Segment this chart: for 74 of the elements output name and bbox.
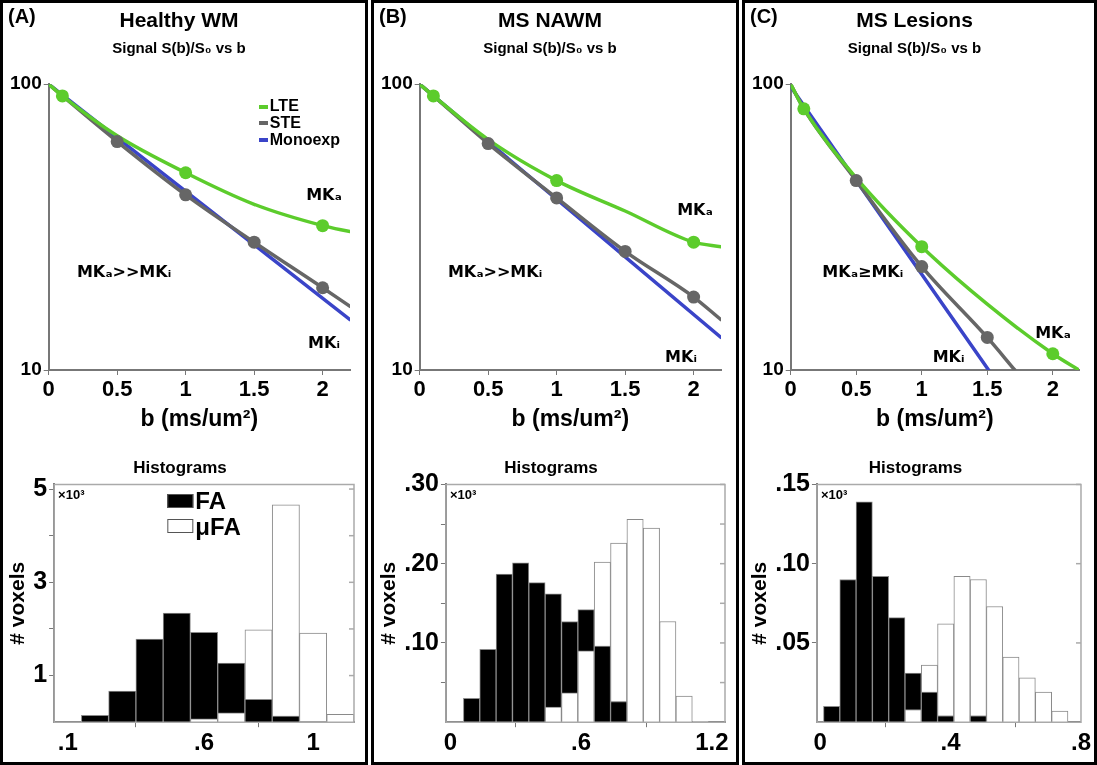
chart-title: Healthy WM bbox=[119, 8, 239, 32]
y-tick-label: 5 bbox=[33, 472, 48, 501]
annotation: ×10³ bbox=[449, 487, 478, 503]
y-tick-label: .15 bbox=[775, 468, 811, 497]
y-axis-title: # voxels bbox=[376, 561, 400, 645]
y-axis-title: # voxels bbox=[5, 561, 29, 645]
x-tick-label: .8 bbox=[1070, 728, 1091, 756]
x-tick-label: 0.5 bbox=[472, 376, 504, 402]
annotation: MKₐ bbox=[306, 184, 342, 204]
x-tick-label: .6 bbox=[571, 728, 592, 756]
y-tick-label: 100 bbox=[752, 72, 784, 94]
x-tick-label: 1.2 bbox=[695, 728, 729, 756]
chart-subtitle: Signal S(b)/S₀ vs b bbox=[112, 39, 246, 57]
series-label: μFA bbox=[195, 512, 241, 540]
chart-title: Histograms bbox=[133, 457, 227, 477]
x-tick-label: 1.5 bbox=[971, 376, 1003, 402]
chart-subtitle: Signal S(b)/S₀ vs b bbox=[847, 39, 982, 57]
legend-label: Monoexp bbox=[269, 130, 340, 149]
y-tick-label: 100 bbox=[10, 72, 42, 94]
x-tick-label: 0 bbox=[784, 376, 797, 402]
y-tick-label: 1 bbox=[33, 659, 48, 688]
annotation: ×10³ bbox=[820, 487, 849, 503]
x-tick-label: 2 bbox=[316, 376, 329, 402]
x-axis-title: b (ms/um²) bbox=[511, 404, 630, 431]
x-tick-label: 1 bbox=[306, 728, 320, 756]
x-tick-label: 1 bbox=[915, 376, 928, 402]
x-tick-label: 0 bbox=[443, 728, 457, 756]
y-tick-label: 100 bbox=[381, 72, 413, 94]
x-tick-label: 0 bbox=[42, 376, 55, 402]
annotation: MKₐ bbox=[1035, 323, 1071, 343]
x-tick-label: .4 bbox=[940, 728, 962, 756]
annotation: MKₐ>>MKᵢ bbox=[76, 261, 172, 281]
annotation: MKᵢ bbox=[308, 332, 340, 352]
x-axis-title: b (ms/um²) bbox=[876, 404, 994, 431]
x-axis-title: b (ms/um²) bbox=[140, 404, 259, 431]
y-tick-label: 10 bbox=[20, 358, 42, 380]
y-tick-label: .10 bbox=[404, 626, 439, 655]
chart-title: Histograms bbox=[868, 457, 963, 477]
chart-title: Histograms bbox=[504, 457, 598, 477]
x-tick-label: 1.5 bbox=[238, 376, 270, 402]
x-tick-label: 1 bbox=[179, 376, 192, 402]
x-tick-label: .6 bbox=[194, 728, 215, 756]
legend-label: STE bbox=[269, 113, 301, 132]
y-tick-label: 3 bbox=[33, 566, 48, 595]
y-axis-title: # voxels bbox=[747, 561, 771, 645]
annotation: MKₐ>>MKᵢ bbox=[447, 261, 543, 281]
chart-title: MS Lesions bbox=[856, 8, 973, 32]
annotation: MKₐ≥MKᵢ bbox=[822, 261, 904, 281]
x-tick-label: .1 bbox=[57, 728, 78, 756]
y-tick-label: .10 bbox=[775, 547, 810, 576]
chart-title: MS NAWM bbox=[498, 8, 602, 32]
x-tick-label: 0.5 bbox=[101, 376, 133, 402]
x-tick-label: 0 bbox=[813, 728, 827, 756]
text: (B) bbox=[379, 4, 407, 27]
x-tick-label: 1 bbox=[550, 376, 563, 402]
annotation: MKᵢ bbox=[665, 347, 697, 367]
annotation: MKᵢ bbox=[932, 347, 965, 367]
y-tick-label: 10 bbox=[391, 358, 413, 380]
annotation: ×10³ bbox=[58, 487, 86, 503]
y-tick-label: .20 bbox=[404, 547, 439, 576]
x-tick-label: 2 bbox=[687, 376, 700, 402]
y-tick-label: .30 bbox=[404, 468, 439, 497]
legend-label: FA bbox=[195, 487, 227, 515]
x-tick-label: 0 bbox=[413, 376, 426, 402]
y-tick-label: 10 bbox=[762, 358, 784, 380]
text: (A) bbox=[8, 4, 36, 27]
y-tick-label: .05 bbox=[775, 626, 811, 655]
x-tick-label: 1.5 bbox=[609, 376, 641, 402]
x-tick-label: 2 bbox=[1046, 376, 1059, 402]
x-tick-label: 0.5 bbox=[840, 376, 872, 402]
text: (C) bbox=[750, 4, 778, 27]
chart-subtitle: Signal S(b)/S₀ vs b bbox=[483, 39, 617, 57]
annotation: MKₐ bbox=[677, 199, 713, 219]
legend-label: LTE bbox=[269, 97, 299, 115]
